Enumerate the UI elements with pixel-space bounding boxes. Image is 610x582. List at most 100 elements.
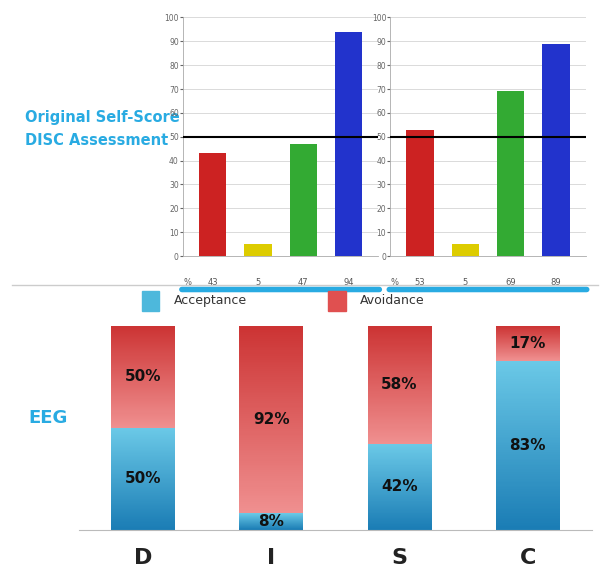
Bar [239, 512, 303, 513]
Bar [239, 371, 303, 373]
Bar [495, 410, 559, 411]
Bar [239, 399, 303, 401]
Bar [111, 512, 176, 513]
Bar [495, 457, 559, 459]
Bar [111, 503, 176, 504]
Bar [495, 498, 559, 499]
Bar [367, 494, 432, 495]
Bar [367, 389, 432, 390]
Text: 50%: 50% [125, 471, 162, 486]
Bar [495, 386, 559, 388]
Bar [111, 478, 176, 480]
Bar [367, 404, 432, 405]
Bar [111, 406, 176, 407]
Bar [367, 486, 432, 487]
Bar [367, 492, 432, 493]
Bar [111, 494, 176, 495]
Bar [367, 418, 432, 419]
Bar [111, 393, 176, 394]
Bar [367, 527, 432, 528]
Bar [367, 514, 432, 515]
Bar [367, 463, 432, 464]
Bar [367, 381, 432, 382]
Bar [111, 429, 176, 430]
Bar [495, 443, 559, 445]
Bar [239, 409, 303, 410]
Bar [367, 392, 432, 393]
Bar [111, 455, 176, 456]
Bar [111, 477, 176, 478]
Bar [111, 335, 176, 336]
Bar [239, 444, 303, 446]
Bar [239, 504, 303, 506]
Bar [495, 406, 559, 408]
Bar [111, 425, 176, 426]
Bar [367, 441, 432, 442]
Text: 53: 53 [415, 278, 425, 286]
Bar [367, 353, 432, 354]
Bar [367, 493, 432, 494]
Bar [111, 339, 176, 340]
Bar [495, 418, 559, 420]
Bar [367, 351, 432, 352]
Bar [239, 361, 303, 363]
Bar [367, 349, 432, 350]
Bar [111, 471, 176, 473]
Bar [111, 510, 176, 512]
Bar [111, 411, 176, 413]
Bar [367, 403, 432, 404]
Text: %: % [183, 278, 191, 286]
Bar [239, 392, 303, 393]
Text: 17%: 17% [509, 336, 546, 351]
Bar [367, 334, 432, 335]
Bar [239, 406, 303, 409]
Text: Original Self-Score
DISC Assessment: Original Self-Score DISC Assessment [26, 111, 180, 147]
Bar [111, 445, 176, 446]
Bar [111, 386, 176, 387]
Bar [111, 469, 176, 470]
Bar [367, 405, 432, 406]
Bar [367, 375, 432, 377]
Bar [111, 374, 176, 375]
Bar [111, 372, 176, 373]
Text: 92%: 92% [253, 412, 290, 427]
Bar [495, 379, 559, 381]
Bar [367, 400, 432, 402]
Bar [111, 521, 176, 523]
Bar [111, 457, 176, 459]
Bar [239, 481, 303, 483]
Bar [367, 411, 432, 412]
Bar [239, 358, 303, 360]
Bar [497, 91, 525, 256]
Bar [367, 513, 432, 514]
Bar [367, 361, 432, 363]
Bar [111, 430, 176, 431]
Bar [367, 336, 432, 338]
Bar [367, 470, 432, 471]
Bar [111, 516, 176, 517]
Bar [111, 375, 176, 376]
Text: 42%: 42% [381, 480, 418, 494]
Bar [367, 474, 432, 475]
Bar [367, 432, 432, 434]
Bar [367, 512, 432, 513]
Bar [495, 413, 559, 414]
Bar [495, 382, 559, 384]
Bar [367, 452, 432, 453]
Bar [111, 483, 176, 484]
Bar [111, 443, 176, 444]
Bar [495, 376, 559, 378]
Bar [111, 326, 176, 327]
Bar [367, 471, 432, 473]
Bar [367, 467, 432, 468]
Bar [367, 391, 432, 392]
Bar [495, 399, 559, 401]
Bar [111, 434, 176, 435]
Bar [111, 520, 176, 521]
Bar [495, 362, 559, 364]
Bar [111, 333, 176, 334]
Bar [495, 450, 559, 452]
Bar [367, 482, 432, 484]
Bar [367, 413, 432, 414]
Bar [495, 398, 559, 399]
